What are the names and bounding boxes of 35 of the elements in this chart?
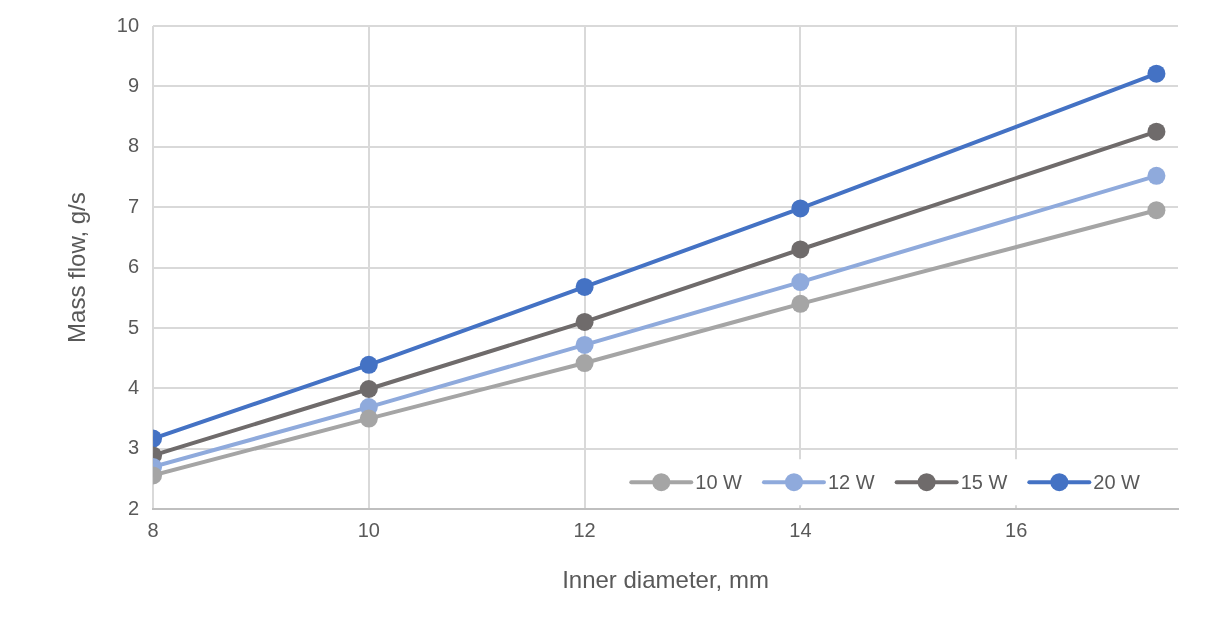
legend-label: 15 W [960,470,1008,493]
point [791,294,810,313]
point [791,273,810,292]
point [1147,122,1166,141]
point [359,380,378,398]
x-tick-label: 16 [1005,518,1028,541]
y-tick-label: 2 [127,496,140,519]
point [575,335,594,354]
y-tick-label: 7 [127,194,140,217]
point [575,277,594,296]
y-tick-label: 9 [127,73,140,96]
y-tick-label: 10 [116,13,140,36]
point [575,354,594,373]
point [1147,64,1166,83]
legend-label: 12 W [827,470,875,493]
point [1147,166,1166,185]
point [359,355,378,374]
legend-label: 20 W [1093,470,1141,493]
legend-label: 10 W [695,470,743,493]
y-tick-label: 6 [127,255,140,278]
x-tick-label: 14 [789,518,812,541]
x-tick-label: 8 [147,518,159,541]
x-axis-title: Inner diameter, mm [562,566,769,594]
y-tick-label: 5 [127,315,140,338]
point [1147,201,1166,220]
y-tick-label: 4 [127,375,140,398]
x-tick-label: 10 [357,518,380,541]
point [575,312,594,331]
y-tick-label: 8 [127,134,140,157]
point [359,409,378,428]
point [791,199,810,218]
y-tick-label: 3 [127,436,140,459]
x-tick-label: 12 [573,518,596,541]
point [791,240,810,259]
y-axis-title: Mass flow, g/s [63,192,91,343]
